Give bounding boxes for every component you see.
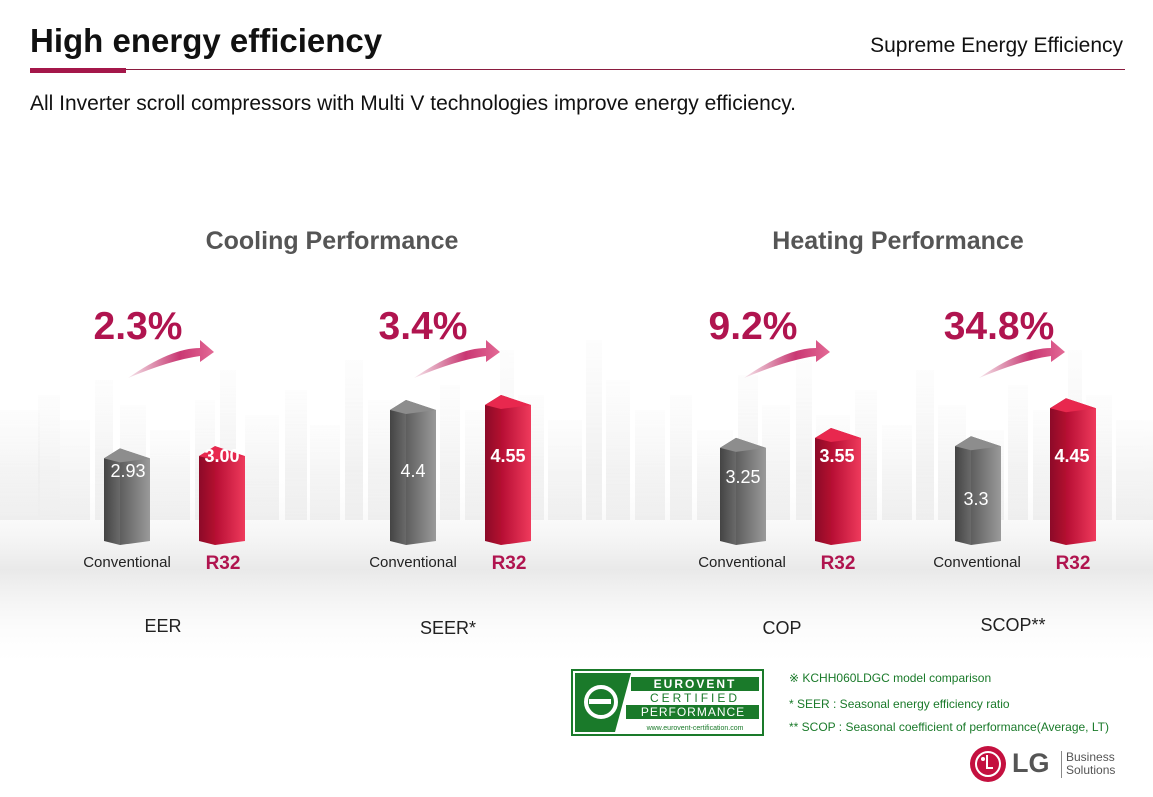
header-divider xyxy=(30,69,1125,70)
scop-r32-label: R32 xyxy=(1055,553,1091,574)
eer-r32-value: 3.00 xyxy=(204,446,240,466)
eer-conventional-label: Conventional xyxy=(83,554,171,571)
eer-r32-bar xyxy=(199,446,245,545)
scop-conventional-label: Conventional xyxy=(933,554,1021,571)
svg-text:www.eurovent-certification.com: www.eurovent-certification.com xyxy=(646,725,744,732)
note-scop-definition: ** SCOP : Seasonal coefficient of perfor… xyxy=(789,720,1109,734)
cop-r32-value: 3.55 xyxy=(819,446,855,466)
brand-divider xyxy=(1061,751,1062,778)
eer-conventional-value: 2.93 xyxy=(110,461,146,481)
cop-conventional-value: 3.25 xyxy=(725,467,761,487)
page-subtitle: All Inverter scroll compressors with Mul… xyxy=(30,92,797,115)
note-model-comparison: ※ KCHH060LDGC model comparison xyxy=(789,671,992,685)
cop-conventional-label: Conventional xyxy=(698,554,786,571)
eer-r32-label: R32 xyxy=(205,553,241,574)
scop-conventional-value: 3.3 xyxy=(963,489,989,509)
cop-improvement-arrow xyxy=(744,340,830,378)
brand-business-solutions: Business Solutions xyxy=(1066,751,1115,777)
brand-line-2: Solutions xyxy=(1066,763,1116,777)
svg-text:CERTIFIED: CERTIFIED xyxy=(650,691,740,705)
scop-r32-value: 4.45 xyxy=(1054,446,1090,466)
seer-conventional-bar xyxy=(390,399,436,545)
scop-conventional-bar xyxy=(955,436,1001,545)
eer-improvement: 2.3% xyxy=(93,305,183,348)
section-label: Supreme Energy Efficiency xyxy=(870,34,1123,57)
header-divider-accent xyxy=(30,68,126,73)
seer-conventional-label: Conventional xyxy=(369,554,457,571)
seer-r32-bar xyxy=(485,395,531,545)
lg-logo-icon xyxy=(970,746,1006,782)
lg-wordmark: LG xyxy=(1012,748,1050,778)
scop-metric-label: SCOP** xyxy=(980,615,1046,635)
seer-metric-label: SEER* xyxy=(419,618,477,638)
note-seer-definition: * SEER : Seasonal energy efficiency rati… xyxy=(789,697,1010,711)
eer-metric-label: EER xyxy=(144,616,182,636)
scop-improvement-arrow xyxy=(979,340,1065,378)
eurovent-certified-logo: EUROVENT CERTIFIED PERFORMANCE www.eurov… xyxy=(571,669,764,736)
seer-improvement-arrow xyxy=(414,340,500,378)
scop-r32-bar xyxy=(1050,398,1096,545)
cop-conventional-bar xyxy=(720,437,766,545)
cop-r32-bar xyxy=(815,427,861,545)
scop-improvement: 34.8% xyxy=(943,305,1055,348)
brand-line-1: Business xyxy=(1066,750,1115,764)
cop-metric-label: COP xyxy=(762,618,802,638)
cop-r32-label: R32 xyxy=(820,553,856,574)
seer-conventional-value: 4.4 xyxy=(400,461,426,481)
page-title: High energy efficiency xyxy=(30,22,383,59)
heating-group-title: Heating Performance xyxy=(772,227,1024,255)
cooling-group-title: Cooling Performance xyxy=(205,227,459,255)
svg-text:PERFORMANCE: PERFORMANCE xyxy=(641,705,745,719)
svg-text:EUROVENT: EUROVENT xyxy=(654,677,737,691)
seer-r32-value: 4.55 xyxy=(490,446,526,466)
eer-conventional-bar xyxy=(104,448,150,545)
seer-improvement: 3.4% xyxy=(378,305,468,348)
eer-improvement-arrow xyxy=(128,340,214,378)
cop-improvement: 9.2% xyxy=(708,305,798,348)
seer-r32-label: R32 xyxy=(491,553,527,574)
